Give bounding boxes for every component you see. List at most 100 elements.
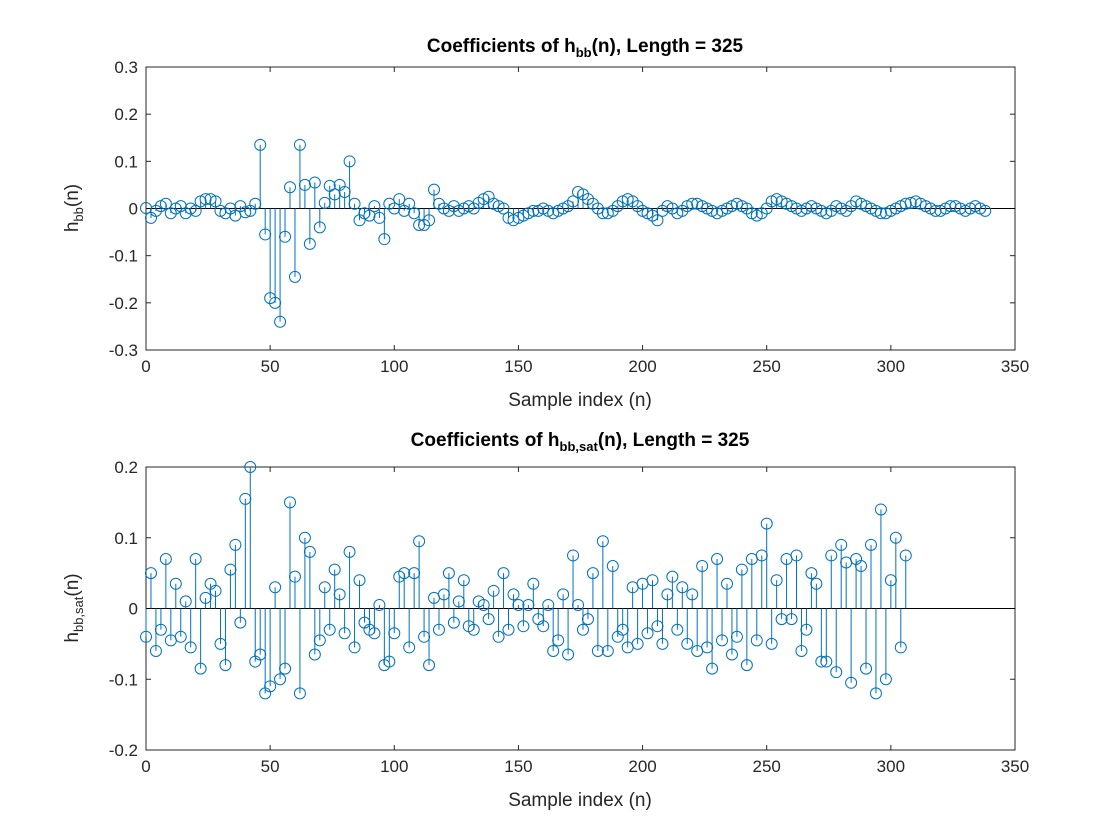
x-tick-label: 250 — [753, 757, 781, 776]
stem-marker — [576, 623, 589, 636]
stem-marker — [269, 296, 282, 309]
stem-marker — [795, 644, 808, 657]
x-tick-label: 50 — [261, 357, 280, 376]
stem-marker — [537, 620, 550, 633]
stem-marker — [254, 138, 267, 151]
stem-marker — [502, 623, 515, 636]
subplot-2-ylabel: hbb,sat(n) — [62, 573, 86, 642]
stem-marker — [760, 517, 773, 530]
y-tick-label: -0.3 — [109, 341, 138, 360]
stem-marker — [264, 680, 277, 693]
stem-marker — [666, 570, 679, 583]
stem-marker — [388, 627, 401, 640]
stem-marker — [616, 623, 629, 636]
subplot-1-xlabel: Sample index (n) — [508, 390, 652, 411]
stem-marker — [606, 560, 619, 573]
stem-marker — [378, 233, 391, 246]
stem-marker — [169, 577, 182, 590]
subplot-2-title: Coefficients of hbb,sat(n), Length = 325 — [411, 430, 750, 454]
stem-marker — [219, 659, 232, 672]
stem-marker — [661, 588, 674, 601]
stem-marker — [730, 630, 743, 643]
stem-marker — [497, 202, 510, 215]
stem-marker — [408, 207, 421, 220]
stem-marker — [899, 549, 912, 562]
stem-marker — [383, 655, 396, 668]
stem-marker — [303, 545, 316, 558]
stem-marker — [343, 155, 356, 168]
stem-marker — [423, 659, 436, 672]
x-tick-label: 300 — [877, 757, 905, 776]
stem-marker — [765, 637, 778, 650]
stem-marker — [487, 584, 500, 597]
stem-marker — [581, 613, 594, 626]
stem-marker — [701, 641, 714, 654]
stem-marker — [835, 538, 848, 551]
stem-marker — [269, 581, 282, 594]
stem-marker — [348, 641, 361, 654]
x-tick-label: 350 — [1001, 357, 1029, 376]
stem-marker — [244, 461, 257, 473]
stem-marker — [860, 662, 873, 675]
subplot-1-ylabel: hbb(n) — [62, 184, 86, 232]
stem-marker — [651, 214, 664, 227]
stem-marker — [194, 662, 207, 675]
stem-marker — [720, 577, 733, 590]
stem-marker — [428, 183, 441, 196]
stem-marker — [333, 588, 346, 601]
stem-marker — [681, 637, 694, 650]
stem-marker — [413, 219, 426, 232]
stem-marker — [641, 627, 654, 640]
stem-marker — [512, 598, 525, 611]
stem-marker — [288, 570, 301, 583]
stem-marker — [646, 574, 659, 587]
stem-marker — [547, 644, 560, 657]
y-tick-label: 0.3 — [114, 58, 138, 77]
stem-marker — [904, 196, 917, 209]
stem-marker — [274, 673, 287, 686]
subplot-1-stems — [140, 138, 1015, 328]
stem-marker — [308, 648, 321, 661]
stem-marker — [810, 577, 823, 590]
stem-marker — [338, 627, 351, 640]
stem-marker — [517, 620, 530, 633]
stem-marker — [452, 595, 465, 608]
stem-marker — [313, 221, 326, 234]
stem-marker — [318, 196, 331, 209]
stem-marker — [542, 598, 555, 611]
stem-marker — [373, 211, 386, 224]
stem-marker — [199, 591, 212, 604]
stem-marker — [423, 214, 436, 227]
stem-marker — [413, 535, 426, 548]
x-tick-label: 0 — [141, 357, 150, 376]
stem-marker — [174, 630, 187, 643]
x-tick-label: 150 — [504, 357, 532, 376]
stem-marker — [447, 616, 460, 629]
stem-marker — [249, 197, 262, 210]
stem-marker — [567, 195, 580, 208]
y-tick-label: 0.2 — [114, 458, 138, 477]
stem-marker — [725, 648, 738, 661]
x-tick-label: 0 — [141, 757, 150, 776]
x-tick-label: 100 — [380, 357, 408, 376]
stem-marker — [552, 634, 565, 647]
x-tick-label: 200 — [628, 357, 656, 376]
stem-marker — [750, 634, 763, 647]
stem-marker — [785, 613, 798, 626]
stem-marker — [740, 659, 753, 672]
stem-marker — [189, 204, 202, 217]
stem-marker — [820, 655, 833, 668]
stem-marker — [711, 552, 724, 565]
stem-marker — [557, 588, 570, 601]
stem-marker — [343, 545, 356, 558]
stem-marker — [318, 581, 331, 594]
stem-marker — [874, 503, 887, 516]
stem-marker — [477, 598, 490, 611]
stem-marker — [437, 588, 450, 601]
stem-marker — [467, 623, 480, 636]
x-tick-label: 150 — [504, 757, 532, 776]
stem-marker — [184, 641, 197, 654]
stem-marker — [149, 644, 162, 657]
x-tick-label: 100 — [380, 757, 408, 776]
